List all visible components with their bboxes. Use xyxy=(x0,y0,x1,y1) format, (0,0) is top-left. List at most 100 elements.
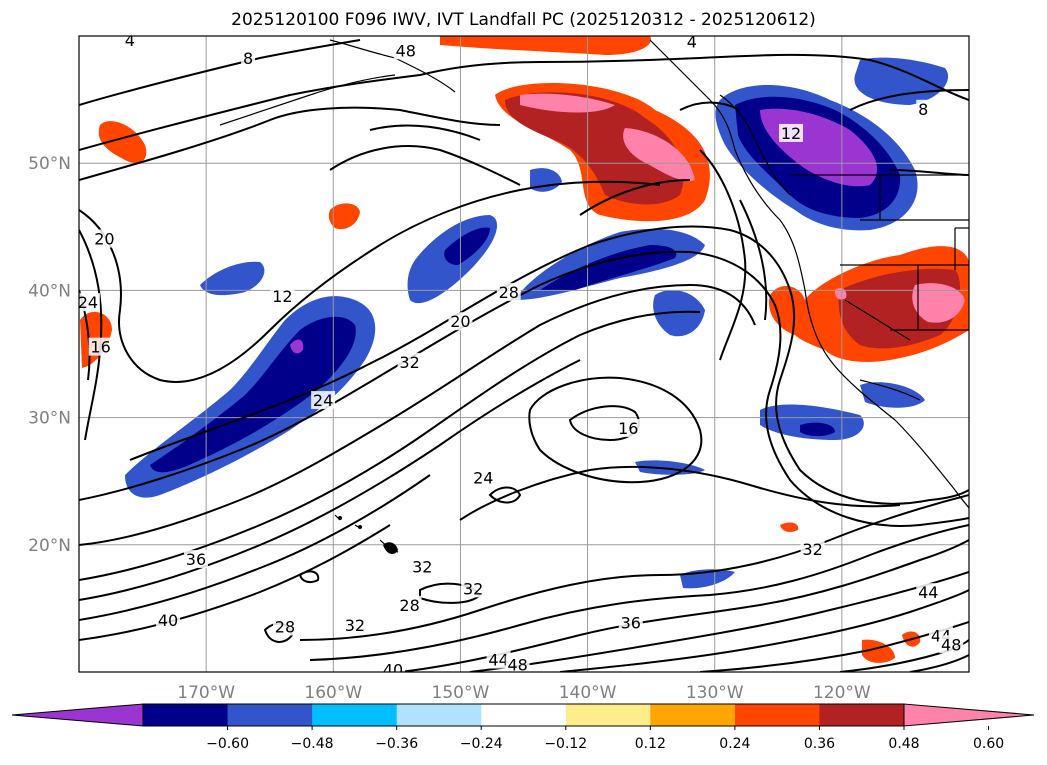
lat-tick-label: 30°N xyxy=(28,409,71,429)
contour-label-bg xyxy=(505,655,530,672)
contour-label-bg xyxy=(471,468,496,487)
contour-label: 24 xyxy=(313,391,333,410)
contour-label-bg xyxy=(977,429,991,447)
contour-label: 32 xyxy=(412,558,432,577)
contour-label-bg xyxy=(448,312,473,331)
colorbar-tick-label: −0.48 xyxy=(291,736,334,752)
coastlines xyxy=(219,39,969,553)
contour-label: 4 xyxy=(125,31,135,50)
colorbar-swatch xyxy=(481,704,567,726)
colorbar-swatch xyxy=(396,704,482,726)
contour-label-bg xyxy=(939,635,964,654)
contour-label-bg xyxy=(916,99,931,118)
contour-label: 16 xyxy=(618,419,638,438)
contour-label: 24 xyxy=(78,293,98,312)
contour-label: 28 xyxy=(399,596,419,615)
contour-label-bg xyxy=(397,352,422,371)
contour-label: 20 xyxy=(450,312,470,331)
hawaii-islands xyxy=(338,516,398,555)
lon-tick-label: 160°W xyxy=(304,683,362,703)
contour-label: 28 xyxy=(499,283,519,302)
colorbar-tick-label: 0.24 xyxy=(719,736,750,752)
colorbar-frame xyxy=(142,703,905,727)
contour-label: 36 xyxy=(621,614,641,633)
lon-tick-label: 120°W xyxy=(813,683,871,703)
contour-label: 40 xyxy=(158,611,178,630)
lon-tick-label: 140°W xyxy=(559,683,617,703)
colorbar-tick-label: 0.36 xyxy=(804,736,835,752)
contour-label-bg xyxy=(270,286,295,305)
contour-label-bg xyxy=(486,650,511,669)
shading-positive-california xyxy=(769,246,969,663)
contour-label-bg xyxy=(183,550,208,569)
colorbar: −0.60 −0.48 −0.36 −0.24 −0.12 0.12 0.24 0.36 0.4… xyxy=(11,703,1035,752)
lat-tick-label: 40°N xyxy=(28,281,71,301)
contour-label-bg xyxy=(342,616,367,635)
lon-tick-label: 130°W xyxy=(686,683,744,703)
contour-label-bg xyxy=(397,595,422,614)
contour-label-bg xyxy=(122,36,137,50)
longitude-labels: 170°W 160°W 150°W 140°W 130°W 120°W xyxy=(177,683,871,703)
contour-label-bg xyxy=(461,579,486,598)
colorbar-swatch xyxy=(227,704,313,726)
contour-label-bg xyxy=(684,36,699,51)
contour-label-bg xyxy=(311,391,336,410)
colorbar-swatch xyxy=(734,704,820,726)
contour-label-bg xyxy=(779,123,803,142)
contour-label: 32 xyxy=(345,616,365,635)
contour-label: 8 xyxy=(243,49,253,68)
contour-label: 12 xyxy=(781,124,801,143)
colorbar-tick-label: −0.36 xyxy=(375,736,418,752)
contour-label: 32 xyxy=(463,579,483,598)
contour-label: 48 xyxy=(396,41,416,60)
colorbar-tick-label: 0.48 xyxy=(888,736,919,752)
shading-positive-nw-pacific xyxy=(80,36,710,368)
contour-label: 44 xyxy=(918,583,938,602)
contour-label-bg xyxy=(156,611,180,630)
contour-label: 36 xyxy=(186,550,206,569)
contour-label: 20 xyxy=(94,230,114,249)
contour-label-bg xyxy=(92,229,117,248)
contour-label-bg xyxy=(241,48,256,67)
map-title: 2025120100 F096 IWV, IVT Landfall PC (20… xyxy=(231,10,816,30)
contour-label-bg xyxy=(496,282,521,301)
colorbar-tick-label: −0.12 xyxy=(544,736,587,752)
contour-label: 44 xyxy=(488,651,508,670)
contour-label: 16 xyxy=(90,338,110,357)
colorbar-extend-high xyxy=(903,703,1035,727)
contour-label-bg xyxy=(618,613,643,632)
contour-label-bg xyxy=(272,617,297,636)
iwv-contours xyxy=(79,39,969,672)
colorbar-extend-low xyxy=(11,703,144,727)
lon-tick-label: 170°W xyxy=(177,683,235,703)
latitude-labels: 20°N 30°N 40°N 50°N xyxy=(28,154,71,556)
colorbar-tick-label: −0.60 xyxy=(206,736,249,752)
contour-label: 24 xyxy=(473,469,493,488)
contour-label: 48 xyxy=(941,635,961,654)
contour-label: 4 xyxy=(687,32,697,51)
colorbar-tick-label: −0.24 xyxy=(460,736,503,752)
contour-label-bg xyxy=(381,660,406,672)
contour-label: 32 xyxy=(802,540,822,559)
lat-tick-label: 20°N xyxy=(28,536,71,556)
contour-label-bg xyxy=(800,539,825,558)
colorbar-swatch xyxy=(650,704,736,726)
contour-label-bg xyxy=(88,337,113,356)
contour-label: 32 xyxy=(399,353,419,372)
plot-frame xyxy=(78,35,970,673)
colorbar-tick-label: 0.60 xyxy=(973,736,1004,752)
contour-label-bg xyxy=(393,41,418,60)
contour-label: 12 xyxy=(272,287,292,306)
contour-label-bg xyxy=(79,293,100,312)
contour-label-bg xyxy=(916,583,941,602)
colorbar-swatch xyxy=(143,704,229,726)
contour-label: 4 xyxy=(979,429,989,448)
contour-label: 8 xyxy=(918,100,928,119)
colorbar-swatch xyxy=(565,704,651,726)
colorbar-swatch xyxy=(312,704,398,726)
contour-label: 40 xyxy=(383,661,403,680)
lat-tick-label: 50°N xyxy=(28,154,71,174)
